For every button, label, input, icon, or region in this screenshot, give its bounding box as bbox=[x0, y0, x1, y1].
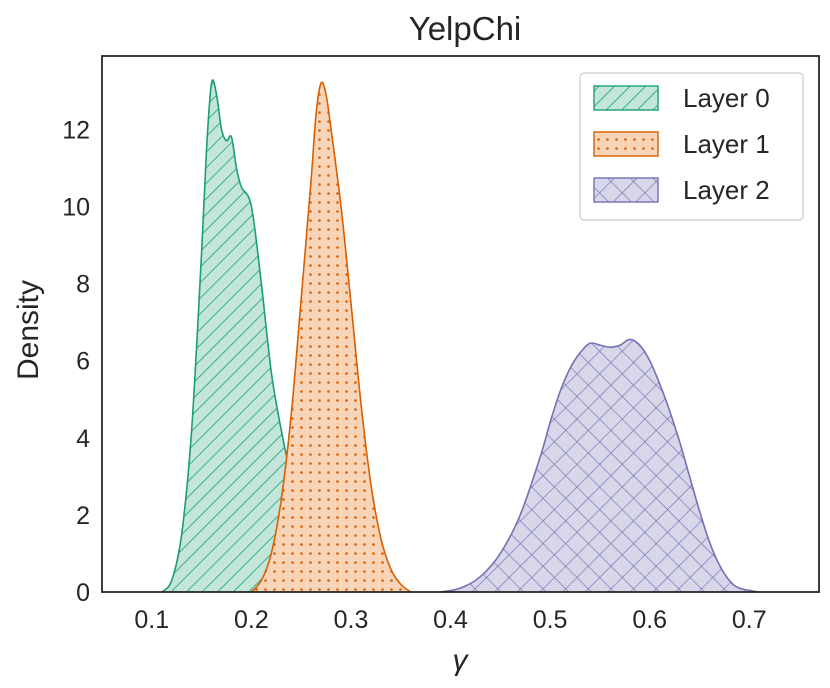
legend-label-layer-0: Layer 0 bbox=[683, 83, 770, 113]
y-axis-label: Density bbox=[12, 280, 45, 380]
legend-swatch-layer-2 bbox=[593, 177, 659, 203]
series-area-layer-1 bbox=[251, 82, 411, 592]
x-tick-label: 0.3 bbox=[334, 606, 369, 634]
legend-label-layer-1: Layer 1 bbox=[683, 129, 770, 159]
legend-swatch-layer-0 bbox=[593, 85, 659, 111]
x-tick-label: 0.6 bbox=[632, 606, 667, 634]
y-tick-label: 4 bbox=[76, 425, 90, 453]
legend-label-layer-2: Layer 2 bbox=[683, 175, 770, 205]
series-group bbox=[161, 79, 760, 593]
x-tick-label: 0.7 bbox=[732, 606, 767, 634]
series-line-layer-1 bbox=[250, 81, 412, 593]
x-tick-label: 0.1 bbox=[134, 606, 169, 634]
series-area-layer-0 bbox=[161, 79, 351, 593]
series-area-layer-2 bbox=[440, 339, 760, 592]
series-line-layer-2 bbox=[440, 338, 760, 593]
x-tick-label: 0.5 bbox=[533, 606, 568, 634]
plot-frame bbox=[101, 55, 820, 593]
x-tick-label: 0.2 bbox=[234, 606, 269, 634]
x-axis-label: γ bbox=[453, 644, 470, 677]
legend-swatch-layer-1 bbox=[593, 131, 659, 157]
x-tick-label: 0.4 bbox=[433, 606, 468, 634]
y-tick-labels: 0 2 4 6 8 10 12 bbox=[62, 116, 90, 607]
y-tick-label: 10 bbox=[62, 193, 90, 221]
y-tick-label: 12 bbox=[62, 116, 90, 144]
x-tick-labels: 0.1 0.2 0.3 0.4 0.5 0.6 0.7 bbox=[134, 606, 766, 634]
chart-title: YelpChi bbox=[409, 10, 522, 47]
legend: Layer 0 Layer 1 Layer 2 bbox=[579, 72, 804, 221]
y-tick-label: 8 bbox=[76, 271, 90, 299]
y-tick-label: 0 bbox=[76, 579, 90, 607]
y-tick-label: 2 bbox=[76, 502, 90, 530]
y-tick-label: 6 bbox=[76, 348, 90, 376]
